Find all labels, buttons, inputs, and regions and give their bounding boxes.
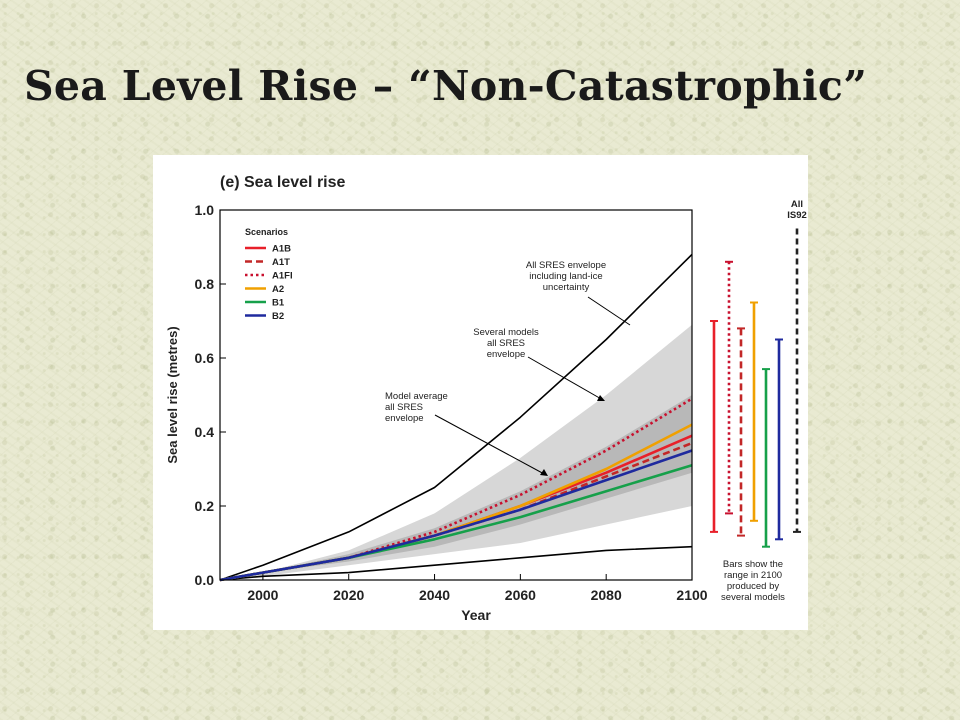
annotation-models-text: envelope <box>487 349 526 360</box>
is92-label: IS92 <box>787 210 807 221</box>
series-line-b2 <box>219 449 693 582</box>
envelope-outer-lower-line <box>219 545 693 581</box>
bars-note-text: produced by <box>727 581 780 592</box>
x-tick-label: 2080 <box>591 587 622 603</box>
annotation-average-text: Model average <box>385 391 448 402</box>
legend-item-label: B1 <box>272 298 285 309</box>
annotation-average-text: envelope <box>385 413 424 424</box>
legend-item-label: B2 <box>272 311 284 322</box>
y-tick-label: 0.8 <box>195 276 215 292</box>
y-tick-label: 1.0 <box>195 202 215 218</box>
bars-note-text: several models <box>721 592 785 603</box>
legend-item-label: A1FI <box>272 271 293 282</box>
legend-item-label: A1B <box>272 244 291 255</box>
annotation-outer-text: uncertainty <box>543 282 590 293</box>
series-line-a1fi <box>219 397 693 582</box>
y-tick-label: 0.6 <box>195 350 215 366</box>
annotation-outer-text: All SRES envelope <box>526 260 606 271</box>
legend-item-label: A1T <box>272 257 290 268</box>
annotation-models-arrowhead <box>597 395 605 401</box>
y-tick-label: 0.4 <box>195 424 215 440</box>
slide-title: Sea Level Rise – “Non-Catastrophic” <box>24 62 868 110</box>
x-tick-label: 2040 <box>419 587 450 603</box>
chart-figure: 0.0 0.2 0.4 0.6 0.8 1.0 2000 2020 2040 2060 2080 21… <box>153 155 808 630</box>
y-tick-label: 0.0 <box>195 572 215 588</box>
envelope-model-average <box>220 395 692 580</box>
annotation-average-arrow <box>434 414 547 476</box>
x-tick-label: 2100 <box>676 587 707 603</box>
annotation-average-arrowhead <box>540 469 548 476</box>
bars-note-text: Bars show the <box>723 559 783 570</box>
sea-level-chart: 0.0 0.2 0.4 0.6 0.8 1.0 2000 2020 2040 2060 2080 21… <box>165 174 807 623</box>
x-tick-label: 2060 <box>505 587 536 603</box>
envelope-outer-upper-line <box>219 253 693 581</box>
y-tick-label: 0.2 <box>195 498 215 514</box>
legend-item-label: A2 <box>272 284 284 295</box>
x-tick-label: 2000 <box>247 587 278 603</box>
x-axis-label: Year <box>461 607 491 623</box>
bars-note-text: range in 2100 <box>724 570 782 581</box>
annotation-models-text: all SRES <box>487 338 525 349</box>
legend-title: Scenarios <box>245 227 288 237</box>
y-axis-label: Sea level rise (metres) <box>165 326 180 463</box>
annotation-models-text: Several models <box>473 327 539 338</box>
annotation-models-arrow <box>527 356 604 401</box>
envelope-several-models <box>220 324 692 580</box>
chart-title: (e) Sea level rise <box>220 174 346 191</box>
x-tick-label: 2020 <box>333 587 364 603</box>
annotation-outer-arrow <box>587 296 631 326</box>
annotation-outer-text: including land-ice <box>529 271 602 282</box>
plot-frame <box>219 209 693 581</box>
series-line-a1t <box>219 441 693 582</box>
is92-label: All <box>791 199 803 210</box>
annotation-average-text: all SRES <box>385 402 423 413</box>
